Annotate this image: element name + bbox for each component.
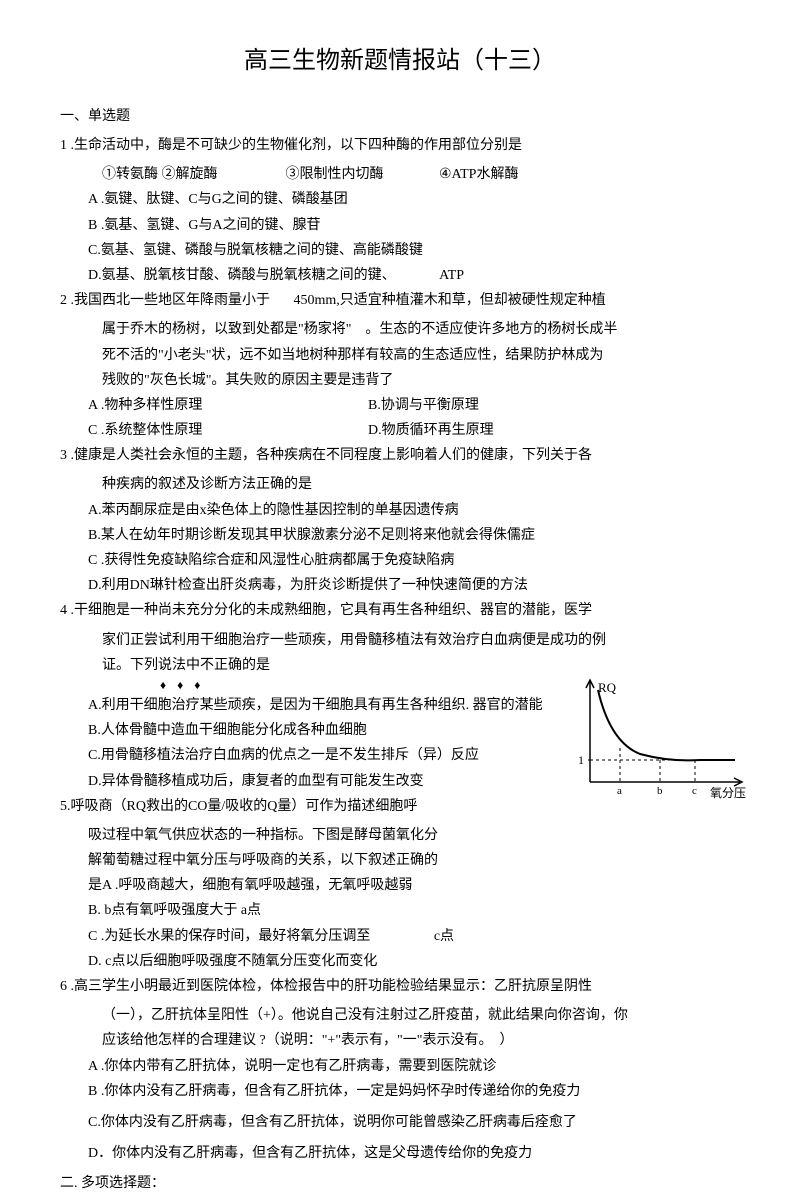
q3-number: 3 . (60, 448, 74, 463)
q2-option-b: B.协调与平衡原理 (368, 393, 479, 418)
q5-number: 5. (60, 799, 71, 814)
q1-text: 生命活动中，酶是不可缺少的生物催化剂，以下四种酶的作用部位分别是 (74, 138, 522, 153)
q4-number: 4 . (60, 603, 74, 618)
q1-option-c: C.氨基、氢键、磷酸与脱氧核糖之间的键、高能磷酸键 (60, 238, 740, 263)
q5-c-post: c点 (434, 929, 454, 944)
q5-option-b: B. b点有氧呼吸强度大于 a点 (60, 898, 740, 923)
q1-d-post: ATP (439, 268, 464, 283)
q6-number: 6 . (60, 979, 74, 994)
question-4: 4 .干细胞是一种尚未充分分化的未成熟细胞，它具有再生各种组织、器官的潜能，医学 (60, 598, 740, 623)
q1-option-b: B .氨基、氢键、G与A之间的键、腺苷 (60, 213, 740, 238)
q6-line3: 应该给他怎样的合理建议 ?（说明："+"表示有，"一"表示没有。 ） (60, 1028, 740, 1053)
q4-text: 干细胞是一种尚未充分分化的未成熟细胞，它具有再生各种组织、器官的潜能，医学 (74, 603, 592, 618)
q6-option-c: C.你体内没有乙肝病毒，但含有乙肝抗体，说明你可能曾感染乙肝病毒后痊愈了 (60, 1110, 740, 1135)
q5-line3: 解葡萄糖过程中氧分压与呼吸商的关系，以下叙述正确的 (60, 848, 500, 873)
q2-line4: 残败的"灰色长城"。其失败的原因主要是违背了 (60, 368, 740, 393)
section-1-header: 一、单选题 (60, 105, 740, 125)
chart-xtick-a: a (617, 785, 622, 797)
q2-line3: 死不活的"小老头"状，远不如当地树种那样有较高的生态适应性，结果防护林成为 (60, 343, 740, 368)
q2-option-a: A .物种多样性原理 (88, 393, 368, 418)
q1-enzyme-4: ④ATP水解酶 (439, 167, 518, 182)
q1-number: 1 . (60, 138, 74, 153)
q3-line2: 种疾病的叙述及诊断方法正确的是 (60, 472, 740, 497)
q3-option-a: A.苯丙酮尿症是由x染色体上的隐性基因控制的单基因遗传病 (60, 498, 740, 523)
chart-xlabel: 氧分压 (710, 786, 746, 800)
q6-line2: （一），乙肝抗体呈阳性（+）。他说自己没有注射过乙肝疫苗，就此结果向你咨询，你 (60, 1003, 740, 1028)
q2-text1: 我国西北一些地区年降雨量小于 (74, 293, 270, 308)
section-2-header: 二. 多项选择题： (60, 1172, 740, 1192)
q5-option-d: D. c点以后细胞呼吸强度不随氧分压变化而变化 (60, 949, 740, 974)
page-title: 高三生物新题情报站（十三） (60, 40, 740, 75)
question-5: 5.呼吸商（RQ救出的CO量/吸收的Q量）可作为描述细胞呼 (60, 794, 500, 819)
question-1: 1 .生命活动中，酶是不可缺少的生物催化剂，以下四种酶的作用部位分别是 (60, 133, 740, 158)
q3-option-b: B.某人在幼年时期诊断发现其甲状腺激素分泌不足则将来他就会得侏儒症 (60, 523, 740, 548)
q6-option-d: D．你体内没有乙肝病毒，但含有乙肝抗体，这是父母遗传给你的免疫力 (60, 1141, 740, 1166)
q1-enzymes: ①转氨酶 ②解旋酶 ③限制性内切酶 ④ATP水解酶 (60, 162, 740, 187)
question-2: 2 .我国西北一些地区年降雨量小于 450mm,只适宜种植灌木和草，但却被硬性规… (60, 288, 740, 313)
q3-text: 健康是人类社会永恒的主题，各种疾病在不同程度上影响着人们的健康，下列关于各 (74, 448, 592, 463)
chart-xtick-c: c (692, 785, 697, 797)
q3-option-c: C .获得性免疫缺陷综合症和风湿性心脏病都属于免疫缺陷病 (60, 548, 740, 573)
chart-ylabel: RQ (598, 680, 617, 695)
q2-value: 450mm, (294, 293, 340, 308)
q1-option-a: A .氨键、肽键、C与G之间的键、磷酸基团 (60, 187, 740, 212)
q2-text2: 只适宜种植灌木和草，但却被硬性规定种植 (340, 293, 606, 308)
q5-c-pre: C .为延长水果的保存时间，最好将氧分压调至 (88, 929, 370, 944)
q6-option-a: A .你体内带有乙肝抗体，说明一定也有乙肝病毒，需要到医院就诊 (60, 1054, 740, 1079)
q5-option-c: C .为延长水果的保存时间，最好将氧分压调至 c点 (60, 924, 740, 949)
q1-enzyme-3: ③限制性内切酶 (286, 162, 436, 187)
q5-line4: 是A .呼吸商越大，细胞有氧呼吸越强，无氧呼吸越弱 (60, 873, 500, 898)
chart-xtick-b: b (657, 785, 663, 797)
rq-chart: RQ 氧分压 1 a b c (570, 672, 750, 802)
q2-line2: 属于乔木的杨树，以致到处都是"杨家将" 。生态的不适应使许多地方的杨树长成半 (60, 317, 740, 342)
q2-options-cd: C .系统整体性原理 D.物质循环再生原理 (60, 418, 740, 443)
question-3: 3 .健康是人类社会永恒的主题，各种疾病在不同程度上影响着人们的健康，下列关于各 (60, 443, 740, 468)
q2-option-d: D.物质循环再生原理 (368, 418, 494, 443)
q4-line2: 家们正尝试利用干细胞治疗一些顽疾，用骨髓移植法有效治疗白血病便是成功的例 (60, 628, 740, 653)
q1-enzyme-12: ①转氨酶 ②解旋酶 (102, 162, 282, 187)
q3-option-d: D.利用DN琳针检查出肝炎病毒，为肝炎诊断提供了一种快速简便的方法 (60, 573, 740, 598)
q2-options-ab: A .物种多样性原理 B.协调与平衡原理 (60, 393, 740, 418)
q6-option-b: B .你体内没有乙肝病毒，但含有乙肝抗体，一定是妈妈怀孕时传递给你的免疫力 (60, 1079, 740, 1104)
q2-number: 2 . (60, 293, 74, 308)
q6-text: 高三学生小明最近到医院体检，体检报告中的肝功能检验结果显示：乙肝抗原呈阴性 (74, 979, 592, 994)
q1-option-d: D.氨基、脱氧核甘酸、磷酸与脱氧核糖之间的键、 ATP (60, 263, 740, 288)
q2-option-c: C .系统整体性原理 (88, 418, 368, 443)
q5-line2: 吸过程中氧气供应状态的一种指标。下图是酵母菌氧化分 (60, 823, 500, 848)
q5-text: 呼吸商（RQ救出的CO量/吸收的Q量）可作为描述细胞呼 (71, 799, 418, 814)
chart-ytick: 1 (578, 753, 584, 767)
question-6: 6 .高三学生小明最近到医院体检，体检报告中的肝功能检验结果显示：乙肝抗原呈阴性 (60, 974, 740, 999)
q1-d-pre: D.氨基、脱氧核甘酸、磷酸与脱氧核糖之间的键、 (88, 268, 396, 283)
